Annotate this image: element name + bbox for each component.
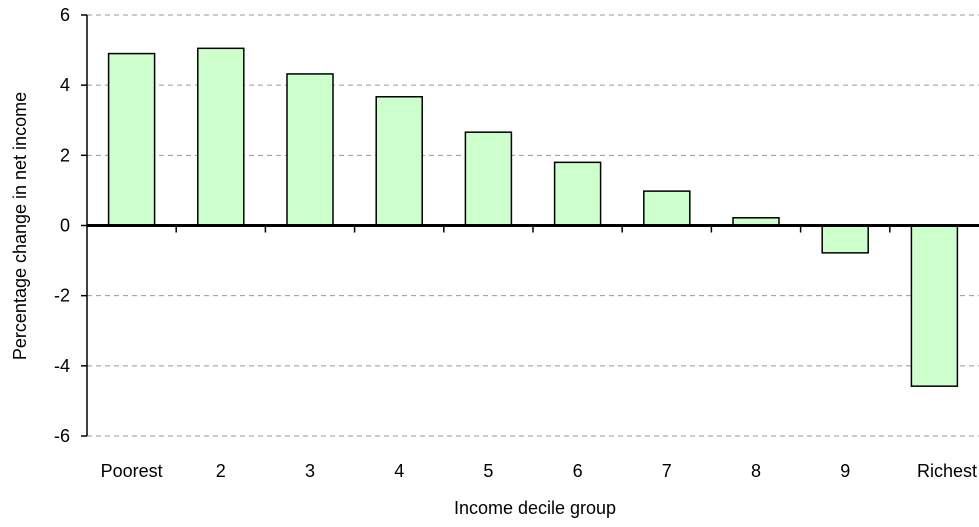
y-tick-label: 4 xyxy=(60,75,70,95)
bar-7 xyxy=(643,190,691,227)
bar-poorest xyxy=(107,52,156,227)
bar-2 xyxy=(197,47,245,227)
x-tick-label: 4 xyxy=(394,461,404,481)
x-axis-title: Income decile group xyxy=(454,498,616,518)
bar-9 xyxy=(821,224,869,254)
y-tick-labels: 6 4 2 0 -2 -4 -6 xyxy=(54,5,70,446)
y-tick-label: 0 xyxy=(60,216,70,236)
y-axis-title: Percentage change in net income xyxy=(10,92,30,360)
x-tick-label: 8 xyxy=(751,461,761,481)
x-tick-label: 2 xyxy=(216,461,226,481)
x-tick-label: 3 xyxy=(305,461,315,481)
y-tick-label: -4 xyxy=(54,356,70,376)
y-tick-label: 2 xyxy=(60,145,70,165)
bar-6 xyxy=(553,161,602,227)
y-tick-label: 6 xyxy=(60,5,70,25)
x-tick-label: 7 xyxy=(662,461,672,481)
x-tick-label: 6 xyxy=(573,461,583,481)
x-tick-label: 5 xyxy=(483,461,493,481)
x-tick-label: Poorest xyxy=(101,461,163,481)
bar-richest xyxy=(910,224,959,387)
x-tick-label: 9 xyxy=(840,461,850,481)
axes xyxy=(81,14,979,437)
bar-4 xyxy=(375,95,423,227)
x-tick-labels: Poorest 2 3 4 5 6 7 8 9 Richest xyxy=(101,461,977,481)
x-tick-label: Richest xyxy=(917,461,977,481)
y-tick-label: -6 xyxy=(54,426,70,446)
y-tick-label: -2 xyxy=(54,286,70,306)
bars xyxy=(107,47,959,387)
bar-5 xyxy=(464,131,513,227)
bar-3 xyxy=(286,73,334,227)
